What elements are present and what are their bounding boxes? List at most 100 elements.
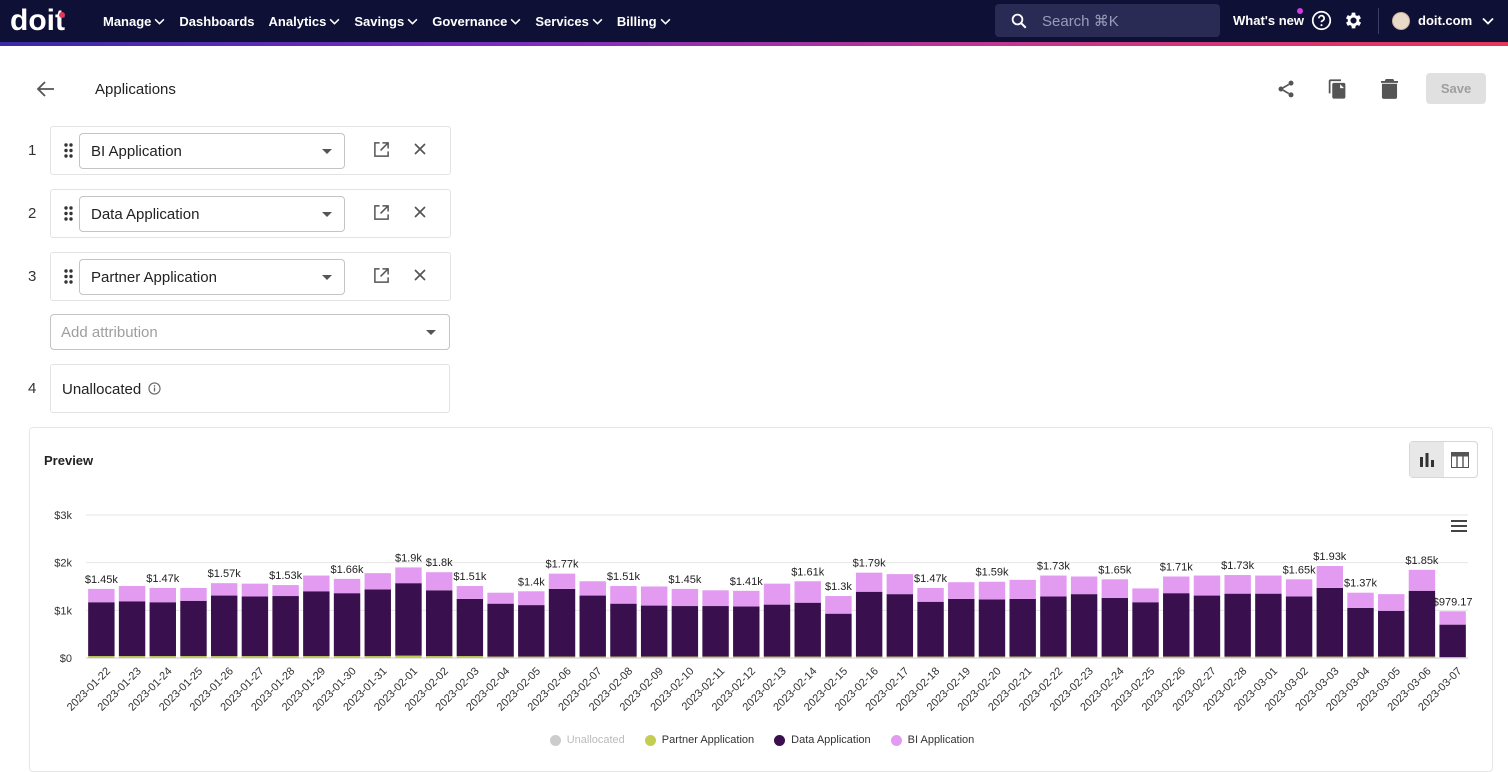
bar-segment-bi-application	[640, 586, 668, 606]
attribution-select[interactable]: BI Application	[79, 133, 345, 169]
legend-swatch	[890, 734, 902, 746]
legend-item-bi-application[interactable]: BI Application	[890, 734, 974, 746]
legend-swatch	[549, 734, 561, 746]
attribution-select[interactable]: Data Application	[79, 196, 345, 232]
nav-governance[interactable]: Governance	[432, 14, 521, 29]
bar-segment-data-application	[825, 613, 852, 657]
bar-segment-bi-application	[149, 587, 176, 603]
open-in-new-icon[interactable]	[373, 267, 390, 284]
search-box[interactable]: Search ⌘K	[995, 4, 1220, 37]
unallocated-label: Unallocated	[62, 381, 142, 398]
chevron-down-icon	[510, 18, 521, 25]
search-placeholder: Search ⌘K	[1042, 12, 1119, 30]
attribution-name: Data Application	[91, 205, 200, 223]
add-attribution-select[interactable]	[50, 314, 450, 350]
bar-segment-bi-application	[1070, 576, 1098, 595]
nav-billing[interactable]: Billing	[617, 14, 671, 29]
bar-segment-data-application	[118, 601, 146, 657]
bar-segment-data-application	[733, 606, 760, 657]
bar-segment-bi-application	[1132, 588, 1159, 603]
back-arrow-icon[interactable]	[36, 80, 56, 98]
bar-segment-partner-application	[303, 656, 330, 658]
bar-segment-partner-application	[825, 656, 852, 658]
share-icon[interactable]	[1276, 78, 1296, 100]
bar-segment-data-application	[88, 602, 115, 657]
view-toggle	[1409, 441, 1478, 478]
drag-handle-icon[interactable]	[64, 143, 73, 158]
user-avatar[interactable]	[1392, 12, 1410, 30]
bar-segment-partner-application	[1255, 656, 1282, 658]
drag-handle-icon[interactable]	[64, 269, 73, 284]
data-label: $1.65k	[1098, 564, 1132, 576]
bar-segment-bi-application	[763, 583, 791, 605]
data-label: $1.79k	[853, 558, 887, 570]
data-label: $1.45k	[85, 574, 119, 586]
chart-view-button[interactable]	[1410, 442, 1444, 477]
info-icon[interactable]	[148, 382, 161, 395]
table-icon	[1451, 451, 1470, 468]
attribution-row: Data Application	[50, 189, 451, 238]
bar-segment-data-application	[241, 596, 269, 657]
open-in-new-icon[interactable]	[373, 141, 390, 158]
help-icon[interactable]	[1311, 10, 1332, 31]
bar-segment-bi-application	[1408, 569, 1436, 591]
table-view-button[interactable]	[1444, 442, 1478, 477]
data-label: $1.66k	[331, 564, 365, 576]
nav-services[interactable]: Services	[535, 14, 603, 29]
bar-segment-partner-application	[210, 656, 238, 658]
data-label: $1.93k	[1313, 551, 1347, 563]
chevron-down-icon	[329, 18, 340, 25]
legend-label: Partner Application	[661, 734, 755, 746]
legend-swatch	[644, 734, 656, 746]
copy-icon[interactable]	[1327, 78, 1348, 100]
y-tick-label: $0	[60, 653, 72, 665]
bar-segment-data-application	[303, 591, 330, 657]
bar-segment-partner-application	[518, 656, 545, 658]
bar-segment-data-application	[886, 594, 914, 657]
data-label: $1.3k	[825, 581, 852, 593]
bar-segment-data-application	[333, 593, 361, 657]
chart-legend: Unallocated Partner Application Data Appli…	[30, 734, 1494, 746]
legend-item-unallocated[interactable]: Unallocated	[549, 734, 625, 746]
doit-logo[interactable]: doit	[10, 6, 86, 36]
close-icon[interactable]	[413, 142, 427, 156]
open-in-new-icon[interactable]	[373, 204, 390, 221]
y-tick-label: $2k	[54, 558, 72, 570]
bar-segment-bi-application	[364, 573, 391, 590]
drag-handle-icon[interactable]	[64, 206, 73, 221]
bar-segment-partner-application	[548, 656, 576, 658]
settings-gear-icon[interactable]	[1343, 10, 1364, 31]
nav-analytics[interactable]: Analytics	[269, 14, 341, 29]
nav-savings[interactable]: Savings	[354, 14, 418, 29]
close-icon[interactable]	[413, 205, 427, 219]
bar-segment-bi-application	[1347, 592, 1374, 608]
nav-label: Savings	[354, 13, 405, 29]
bar-segment-data-application	[763, 604, 791, 657]
delete-trash-icon[interactable]	[1381, 78, 1398, 99]
add-attribution-input[interactable]	[61, 323, 426, 341]
bar-segment-bi-application	[855, 572, 883, 592]
bar-segment-data-application	[1163, 593, 1190, 657]
legend-label: Unallocated	[566, 734, 625, 746]
attribution-name: BI Application	[91, 142, 182, 160]
bar-segment-bi-application	[671, 588, 699, 607]
y-tick-label: $1k	[54, 605, 72, 617]
bar-segment-data-application	[395, 583, 422, 656]
bar-segment-bi-application	[886, 574, 914, 595]
row-number: 4	[28, 380, 37, 397]
bar-segment-partner-application	[487, 656, 514, 658]
whats-new-link[interactable]: What's new	[1233, 13, 1304, 28]
bar-segment-bi-application	[118, 586, 146, 602]
close-icon[interactable]	[413, 268, 427, 282]
dropdown-arrow-icon	[426, 329, 436, 335]
legend-item-partner-application[interactable]: Partner Application	[644, 734, 755, 746]
nav-dashboards[interactable]: Dashboards	[179, 14, 254, 29]
nav-manage[interactable]: Manage	[103, 14, 165, 29]
bar-segment-data-application	[548, 588, 576, 657]
account-menu[interactable]: doit.com	[1418, 13, 1494, 28]
save-button[interactable]: Save	[1426, 73, 1486, 104]
legend-item-data-application[interactable]: Data Application	[774, 734, 871, 746]
attribution-select[interactable]: Partner Application	[79, 259, 345, 295]
chart-menu-icon[interactable]	[1451, 520, 1467, 532]
bar-segment-bi-application	[272, 585, 299, 597]
